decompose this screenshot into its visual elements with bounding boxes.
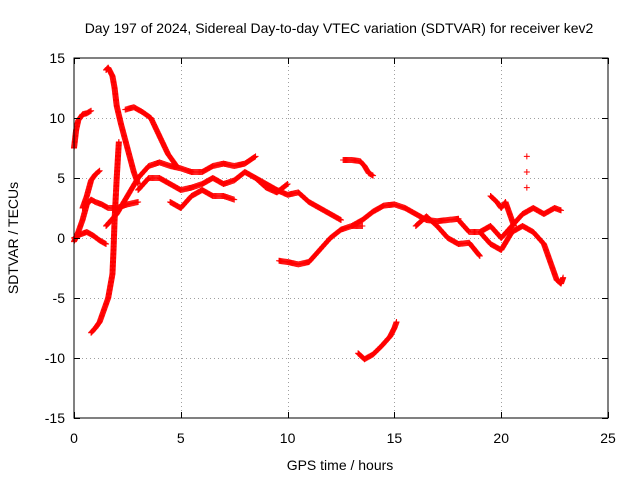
series-arc-a bbox=[71, 107, 95, 151]
series-arc-k bbox=[252, 175, 344, 223]
data-point bbox=[115, 139, 122, 145]
y-axis-label: SDTVAR / TECUs bbox=[5, 182, 21, 294]
series-isolated bbox=[523, 153, 530, 191]
data-point bbox=[370, 172, 377, 179]
data-point bbox=[475, 251, 482, 258]
x-tick-label: 15 bbox=[387, 430, 403, 446]
series-arc-n bbox=[355, 319, 400, 363]
x-tick-label: 0 bbox=[70, 430, 78, 446]
data-point bbox=[252, 153, 259, 160]
series-arc-o bbox=[348, 201, 462, 229]
chart-title: Day 197 of 2024, Sidereal Day-to-day VTE… bbox=[85, 20, 594, 36]
series-arc-e bbox=[88, 139, 122, 336]
data-point bbox=[284, 181, 291, 187]
data-point bbox=[523, 169, 530, 175]
y-tick-label: 15 bbox=[49, 50, 65, 66]
series-arc-s bbox=[487, 193, 518, 229]
data-point bbox=[338, 217, 344, 223]
data-point bbox=[283, 181, 290, 188]
series-arc-r bbox=[476, 223, 567, 287]
series-arc-l bbox=[276, 223, 366, 268]
y-axis-tick-labels: -15 -10 -5 0 5 10 15 bbox=[45, 50, 65, 426]
data-point bbox=[523, 153, 530, 160]
x-axis-tick-labels: 0 5 10 15 20 25 bbox=[70, 430, 616, 446]
data-point bbox=[231, 196, 238, 203]
series-arc-c bbox=[71, 229, 110, 247]
x-tick-label: 5 bbox=[177, 430, 185, 446]
data-point bbox=[511, 223, 518, 229]
y-tick-label: 0 bbox=[57, 230, 65, 246]
data-point bbox=[96, 167, 103, 174]
data-point bbox=[558, 207, 565, 214]
data-point bbox=[88, 107, 95, 114]
series-arc-g bbox=[122, 104, 180, 169]
y-tick-label: -10 bbox=[45, 350, 65, 366]
x-tick-label: 10 bbox=[280, 430, 296, 446]
data-point bbox=[95, 168, 102, 175]
y-tick-label: -5 bbox=[53, 290, 66, 306]
series-arc-d bbox=[79, 167, 103, 211]
series-arc-j bbox=[167, 187, 238, 211]
x-axis-label: GPS time / hours bbox=[287, 457, 394, 473]
x-tick-label: 20 bbox=[493, 430, 509, 446]
data-point bbox=[251, 153, 258, 160]
y-tick-label: 10 bbox=[49, 110, 65, 126]
data-point bbox=[476, 253, 483, 259]
data-point bbox=[135, 199, 142, 205]
data-point bbox=[359, 223, 366, 229]
data-points bbox=[71, 64, 567, 363]
data-point bbox=[476, 252, 483, 259]
series-arc-m bbox=[340, 157, 377, 179]
data-point bbox=[95, 169, 102, 175]
axis-ticks bbox=[74, 58, 609, 419]
series-arc-h bbox=[103, 153, 259, 229]
y-tick-label: 5 bbox=[57, 170, 65, 186]
data-point bbox=[393, 319, 400, 325]
x-tick-label: 25 bbox=[600, 430, 616, 446]
data-point bbox=[560, 274, 567, 281]
series-arc-p bbox=[412, 213, 483, 259]
data-point bbox=[523, 184, 530, 191]
data-point bbox=[103, 241, 110, 247]
y-tick-label: -15 bbox=[45, 410, 65, 426]
